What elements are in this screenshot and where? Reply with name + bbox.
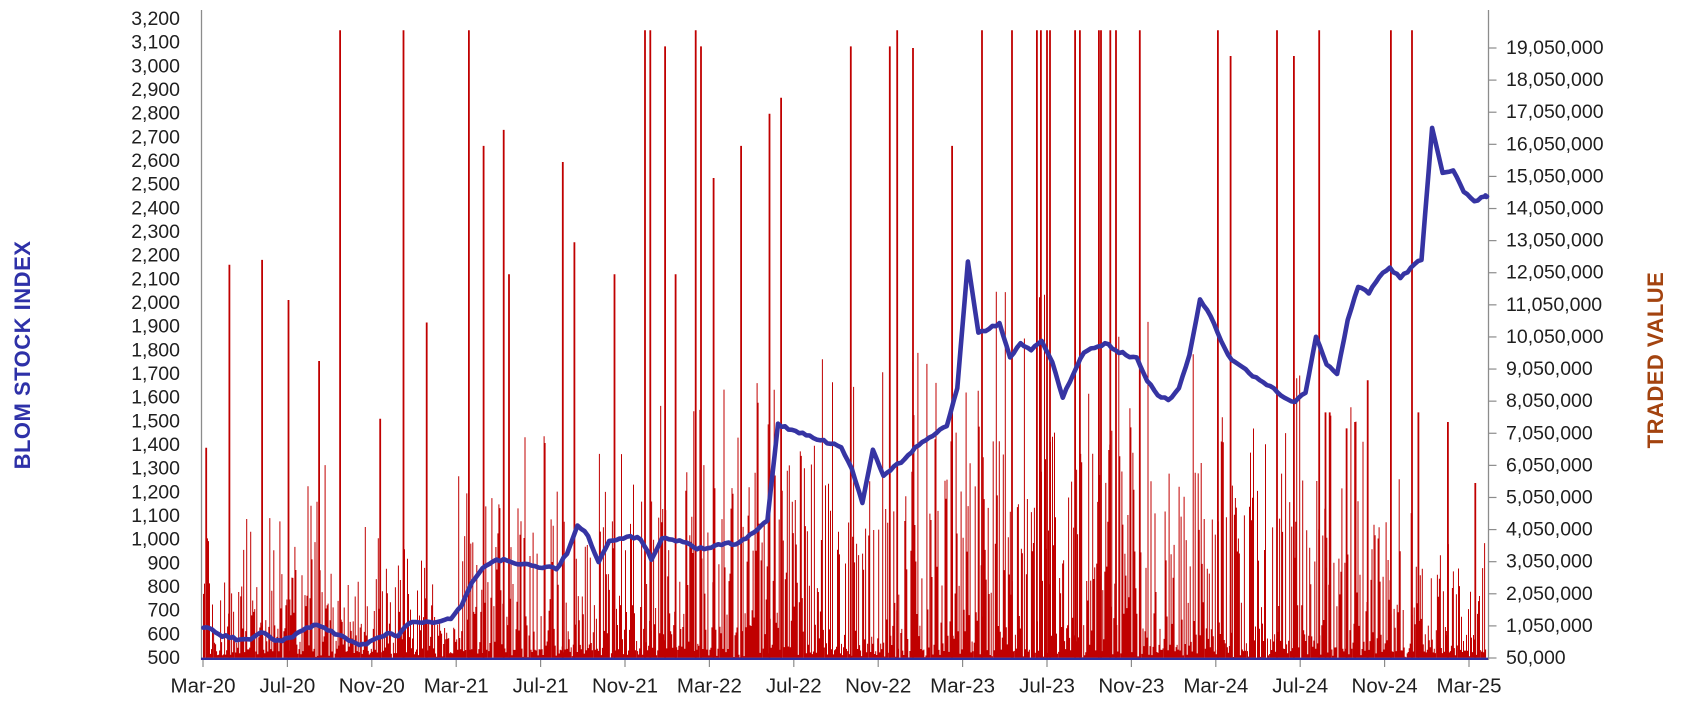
x-axis-tick-label: Nov-23 <box>1098 675 1164 698</box>
x-axis-tick-label: Jul-20 <box>259 675 315 698</box>
right-axis-tick-label: 6,050,000 <box>1506 454 1593 476</box>
index-line <box>201 125 1490 648</box>
x-axis-tick-label: Nov-22 <box>845 675 911 698</box>
right-axis-tick-label: 18,050,000 <box>1506 69 1604 91</box>
left-axis-tick-label: 1,500 <box>131 410 180 432</box>
x-axis-tick-label: Nov-21 <box>592 675 658 698</box>
right-axis-title: TRADED VALUE <box>1643 272 1668 449</box>
left-axis-tick-label: 3,000 <box>131 55 180 77</box>
x-axis-tick-label: Nov-24 <box>1352 675 1418 698</box>
left-axis-tick-label: 700 <box>147 600 180 622</box>
left-axis-tick-label: 2,200 <box>131 245 180 267</box>
right-axis-tick-label: 15,050,000 <box>1506 165 1604 187</box>
right-axis-tick-label: 11,050,000 <box>1506 294 1602 316</box>
x-axis-labels: Mar-20 Jul-20 Nov-20 Mar-21 Jul-21 Nov-21 Mar-… <box>171 675 1502 698</box>
left-axis-tick-label: 2,800 <box>131 103 180 125</box>
left-axis-tick-label: 1,100 <box>131 505 180 527</box>
right-axis-tick-label: 14,050,000 <box>1506 198 1604 220</box>
left-axis-title: BLOM STOCK INDEX <box>10 241 35 470</box>
left-axis-tick-label: 2,700 <box>131 126 180 148</box>
x-axis-tick-label: Nov-20 <box>339 675 405 698</box>
x-axis-tick-label: Mar-25 <box>1437 675 1502 698</box>
traded-value-spike <box>205 30 1477 658</box>
x-axis-tick-label: Jul-23 <box>1019 675 1075 698</box>
left-axis-tick-label: 2,900 <box>131 79 180 101</box>
left-axis-tick-label: 1,900 <box>131 316 180 338</box>
traded-value-spike-bars <box>205 30 1477 658</box>
x-axis-tick-label: Mar-21 <box>424 675 489 698</box>
x-axis-tick-label: Jul-21 <box>513 675 569 698</box>
left-axis-tick-label: 2,400 <box>131 197 180 219</box>
left-axis-tick-label: 1,800 <box>131 339 180 361</box>
left-axis-tick-label: 1,300 <box>131 458 180 480</box>
left-axis-tick-label: 500 <box>147 647 180 669</box>
x-axis-tick-label: Mar-22 <box>677 675 742 698</box>
x-axis-tick-label: Mar-24 <box>1183 675 1248 698</box>
right-axis-tick-label: 7,050,000 <box>1506 422 1593 444</box>
left-axis-tick-label: 2,100 <box>131 268 180 290</box>
right-axis-tick-label: 19,050,000 <box>1506 37 1604 59</box>
x-axis-tick-label: Mar-23 <box>930 675 995 698</box>
left-axis-tick-label: 900 <box>147 552 180 574</box>
left-axis-tick-label: 1,700 <box>131 363 180 385</box>
left-axis-tick-label: 2,500 <box>131 174 180 196</box>
left-axis-tick-label: 3,100 <box>131 32 180 54</box>
left-axis-tick-label: 3,200 <box>131 8 180 30</box>
right-axis-tick-label: 2,050,000 <box>1506 583 1593 605</box>
right-axis-tick-label: 4,050,000 <box>1506 519 1593 541</box>
right-axis-tick-label: 10,050,000 <box>1506 326 1604 348</box>
left-axis-tick-label: 1,200 <box>131 481 180 503</box>
x-axis-tick-label: Jul-22 <box>766 675 822 698</box>
right-axis-tick-label: 50,000 <box>1506 647 1566 669</box>
left-axis-tick-label: 1,400 <box>131 434 180 456</box>
left-axis-tick-label: 2,300 <box>131 221 180 243</box>
right-axis-tick-label: 5,050,000 <box>1506 486 1593 508</box>
left-axis-tick-label: 1,000 <box>131 529 180 551</box>
y-axis-left-labels: 3,2003,1003,0002,9002,8002,7002,6002,500… <box>131 8 180 669</box>
x-axis-ticks <box>202 660 1470 667</box>
right-axis-ticks <box>1488 47 1497 659</box>
right-axis-tick-label: 12,050,000 <box>1506 262 1604 284</box>
left-axis-tick-label: 2,000 <box>131 292 180 314</box>
left-axis-tick-label: 800 <box>147 576 180 598</box>
y-axis-right-labels: 19,050,000 18,050,000 17,050,000 16,050,000… <box>1506 37 1604 669</box>
right-axis-tick-label: 8,050,000 <box>1506 390 1593 412</box>
x-axis-tick-label: Jul-24 <box>1272 675 1328 698</box>
right-axis-tick-label: 9,050,000 <box>1506 358 1593 380</box>
right-axis-tick-label: 16,050,000 <box>1506 133 1604 155</box>
right-axis-tick-label: 13,050,000 <box>1506 230 1604 252</box>
right-axis-tick-label: 3,050,000 <box>1506 551 1593 573</box>
left-axis-tick-label: 2,600 <box>131 150 180 172</box>
left-axis-tick-label: 1,600 <box>131 387 180 409</box>
x-axis-tick-label: Mar-20 <box>171 675 236 698</box>
right-axis-tick-label: 17,050,000 <box>1506 101 1604 123</box>
left-axis-tick-label: 600 <box>147 623 180 645</box>
right-axis-tick-label: 1,050,000 <box>1506 615 1593 637</box>
